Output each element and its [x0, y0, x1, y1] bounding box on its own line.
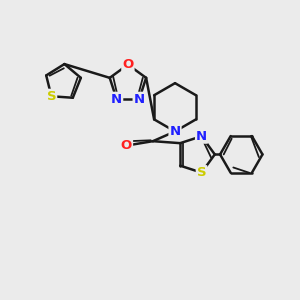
Text: S: S: [46, 90, 56, 103]
Text: N: N: [169, 125, 181, 138]
Text: N: N: [196, 130, 207, 143]
Text: O: O: [121, 139, 132, 152]
Text: N: N: [134, 93, 145, 106]
Text: N: N: [111, 93, 122, 106]
Text: O: O: [122, 58, 134, 71]
Text: S: S: [197, 166, 206, 179]
